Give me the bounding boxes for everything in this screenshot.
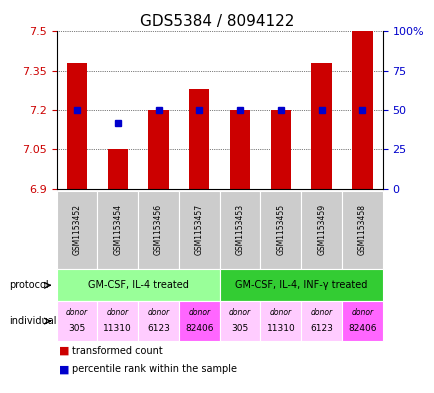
Text: donor: donor bbox=[66, 308, 88, 317]
Text: 305: 305 bbox=[231, 324, 248, 332]
Text: 11310: 11310 bbox=[266, 324, 295, 332]
Bar bbox=[107, 149, 128, 189]
Text: donor: donor bbox=[188, 308, 210, 317]
Text: ■: ■ bbox=[59, 345, 69, 356]
Text: ■: ■ bbox=[59, 364, 69, 375]
Text: GSM1153455: GSM1153455 bbox=[276, 204, 285, 255]
Bar bbox=[352, 31, 372, 189]
Text: GSM1153458: GSM1153458 bbox=[357, 204, 366, 255]
Text: GSM1153457: GSM1153457 bbox=[194, 204, 203, 255]
Text: individual: individual bbox=[9, 316, 56, 326]
Text: GSM1153454: GSM1153454 bbox=[113, 204, 122, 255]
Text: donor: donor bbox=[147, 308, 169, 317]
Bar bbox=[189, 89, 209, 189]
Text: GM-CSF, IL-4, INF-γ treated: GM-CSF, IL-4, INF-γ treated bbox=[234, 280, 367, 290]
Text: 82406: 82406 bbox=[347, 324, 376, 332]
Text: donor: donor bbox=[106, 308, 128, 317]
Text: 6123: 6123 bbox=[147, 324, 170, 332]
Bar bbox=[66, 63, 87, 189]
Bar bbox=[148, 110, 168, 189]
Bar bbox=[229, 110, 250, 189]
Text: donor: donor bbox=[228, 308, 250, 317]
Text: 6123: 6123 bbox=[309, 324, 332, 332]
Text: GSM1153456: GSM1153456 bbox=[154, 204, 163, 255]
Text: percentile rank within the sample: percentile rank within the sample bbox=[72, 364, 236, 375]
Text: 11310: 11310 bbox=[103, 324, 132, 332]
Text: GSM1153459: GSM1153459 bbox=[316, 204, 326, 255]
Text: protocol: protocol bbox=[9, 280, 48, 290]
Text: donor: donor bbox=[269, 308, 291, 317]
Text: GSM1153452: GSM1153452 bbox=[72, 204, 81, 255]
Bar bbox=[270, 110, 290, 189]
Text: GM-CSF, IL-4 treated: GM-CSF, IL-4 treated bbox=[88, 280, 188, 290]
Bar bbox=[311, 63, 331, 189]
Text: 305: 305 bbox=[68, 324, 85, 332]
Text: donor: donor bbox=[310, 308, 332, 317]
Text: GSM1153453: GSM1153453 bbox=[235, 204, 244, 255]
Text: donor: donor bbox=[351, 308, 373, 317]
Text: GDS5384 / 8094122: GDS5384 / 8094122 bbox=[140, 14, 294, 29]
Text: 82406: 82406 bbox=[184, 324, 213, 332]
Text: transformed count: transformed count bbox=[72, 345, 162, 356]
